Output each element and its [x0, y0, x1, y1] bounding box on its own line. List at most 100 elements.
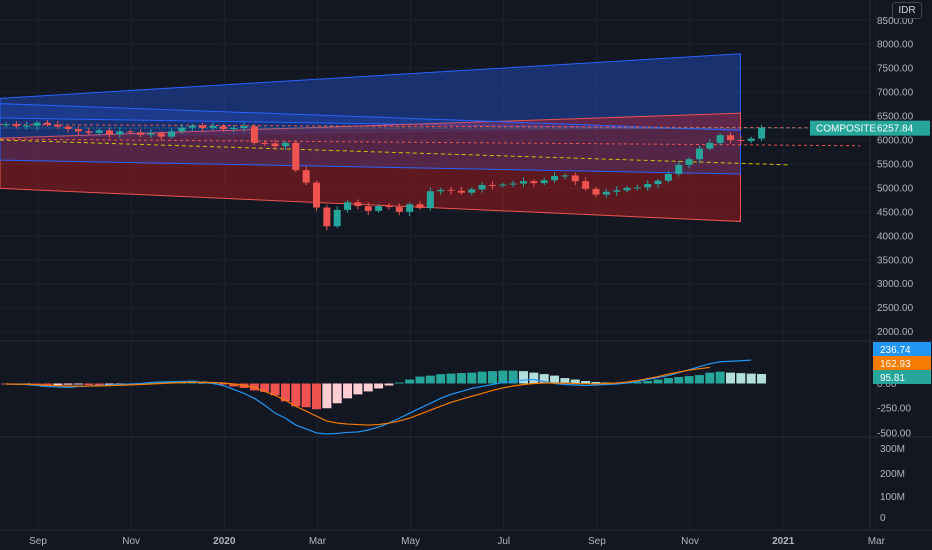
macd-value-tag — [873, 342, 931, 356]
macd-value-label: 95.81 — [880, 373, 905, 384]
candle — [240, 126, 248, 129]
time-axis-label: Mar — [309, 536, 327, 547]
candle — [406, 204, 414, 212]
macd-histogram-bar — [260, 383, 270, 392]
candle — [54, 124, 62, 127]
time-axis-label: Mar — [868, 536, 886, 547]
candle — [623, 187, 631, 191]
macd-axis-label: -250.00 — [877, 404, 911, 415]
candle — [43, 122, 51, 125]
macd-histogram-bar — [374, 383, 384, 389]
candle — [675, 164, 683, 175]
candle — [2, 124, 10, 126]
macd-histogram-bar — [560, 378, 570, 384]
candle — [33, 122, 41, 126]
time-axis-label: 2020 — [213, 536, 236, 547]
macd-histogram-bar — [684, 376, 694, 384]
macd-histogram-bar — [312, 383, 321, 410]
price-axis-label: 8000.00 — [877, 40, 914, 51]
signal-line — [5, 366, 710, 426]
candle — [540, 180, 548, 184]
candle — [168, 131, 176, 137]
macd-histogram-bar — [550, 375, 560, 384]
candle — [137, 132, 145, 135]
volume-axis-label: 0 — [880, 513, 886, 524]
macd-histogram-bar — [581, 381, 591, 384]
macd-histogram-bar — [674, 377, 684, 384]
candle — [685, 159, 693, 165]
candle — [737, 140, 745, 141]
macd-histogram-bar — [94, 383, 104, 386]
macd-histogram-bar — [291, 383, 301, 407]
candle — [582, 181, 590, 189]
volume-axis-label: 100M — [880, 492, 905, 503]
macd-histogram-bar — [436, 374, 446, 384]
price-axis-label: 8500.00 — [877, 16, 914, 27]
price-axis-label: 2000.00 — [877, 327, 914, 338]
macd-histogram-bar — [487, 371, 497, 384]
macd-histogram-bar — [477, 371, 487, 384]
middle-band — [0, 103, 741, 175]
candle — [488, 185, 496, 187]
macd-histogram-bar — [508, 370, 518, 384]
macd-histogram-bar — [363, 383, 373, 392]
macd-histogram-bar — [726, 372, 735, 384]
macd-value-tag — [873, 356, 931, 370]
price-axis-label: 6500.00 — [877, 112, 914, 123]
macd-value-tag — [873, 370, 931, 384]
price-axis-label: 2500.00 — [877, 303, 914, 314]
macd-value-label: 162.93 — [880, 359, 911, 370]
price-axis-label: 5500.00 — [877, 159, 914, 170]
macd-histogram-bar — [322, 383, 332, 409]
macd-histogram-bar — [301, 383, 311, 408]
candle — [447, 189, 455, 191]
candle — [64, 126, 72, 129]
candle — [12, 124, 20, 127]
candle — [695, 148, 703, 160]
candle — [95, 130, 103, 133]
candle — [106, 130, 113, 135]
candle — [551, 175, 559, 181]
candle — [664, 174, 672, 181]
price-axis-label: 7500.00 — [877, 64, 914, 75]
price-axis-label: 3500.00 — [877, 255, 914, 266]
macd-histogram-bar — [394, 382, 404, 384]
macd-histogram-bar — [53, 383, 63, 386]
candle — [302, 170, 310, 183]
macd-histogram-bar — [746, 373, 756, 384]
candle — [354, 202, 362, 207]
price-tag-symbol: COMPOSITE — [816, 124, 876, 135]
candle — [457, 190, 465, 193]
candle — [747, 138, 755, 141]
candle — [364, 206, 372, 211]
mid-channel — [0, 117, 741, 139]
macd-value-label: 236.74 — [880, 345, 911, 356]
time-axis-label: Jul — [497, 536, 510, 547]
time-axis-label: Nov — [681, 536, 699, 547]
macd-histogram-bar — [415, 376, 425, 384]
candle — [209, 126, 217, 129]
macd-histogram-bar — [63, 383, 73, 385]
dashed-level — [0, 124, 871, 129]
macd-histogram-bar — [343, 383, 353, 399]
price-tag-value: 6257.84 — [877, 124, 914, 135]
candle — [250, 126, 258, 143]
candle — [23, 125, 31, 127]
macd-histogram-bar — [425, 375, 435, 384]
time-axis-label: Sep — [588, 536, 606, 547]
currency-button[interactable]: IDR — [892, 2, 922, 19]
macd-histogram-bar — [715, 371, 725, 384]
volume-axis-label: 200M — [880, 469, 905, 480]
macd-histogram-bar — [467, 372, 477, 384]
candle — [520, 181, 527, 184]
macd-histogram-bar — [446, 373, 456, 384]
candle — [292, 142, 300, 171]
macd-histogram-bar — [643, 381, 653, 384]
macd-histogram-bar — [332, 383, 342, 404]
macd-histogram-bar — [280, 383, 290, 402]
candle — [74, 128, 82, 132]
macd-histogram-bar — [529, 372, 539, 384]
macd-histogram-bar — [498, 370, 508, 384]
dashed-level — [0, 139, 791, 166]
